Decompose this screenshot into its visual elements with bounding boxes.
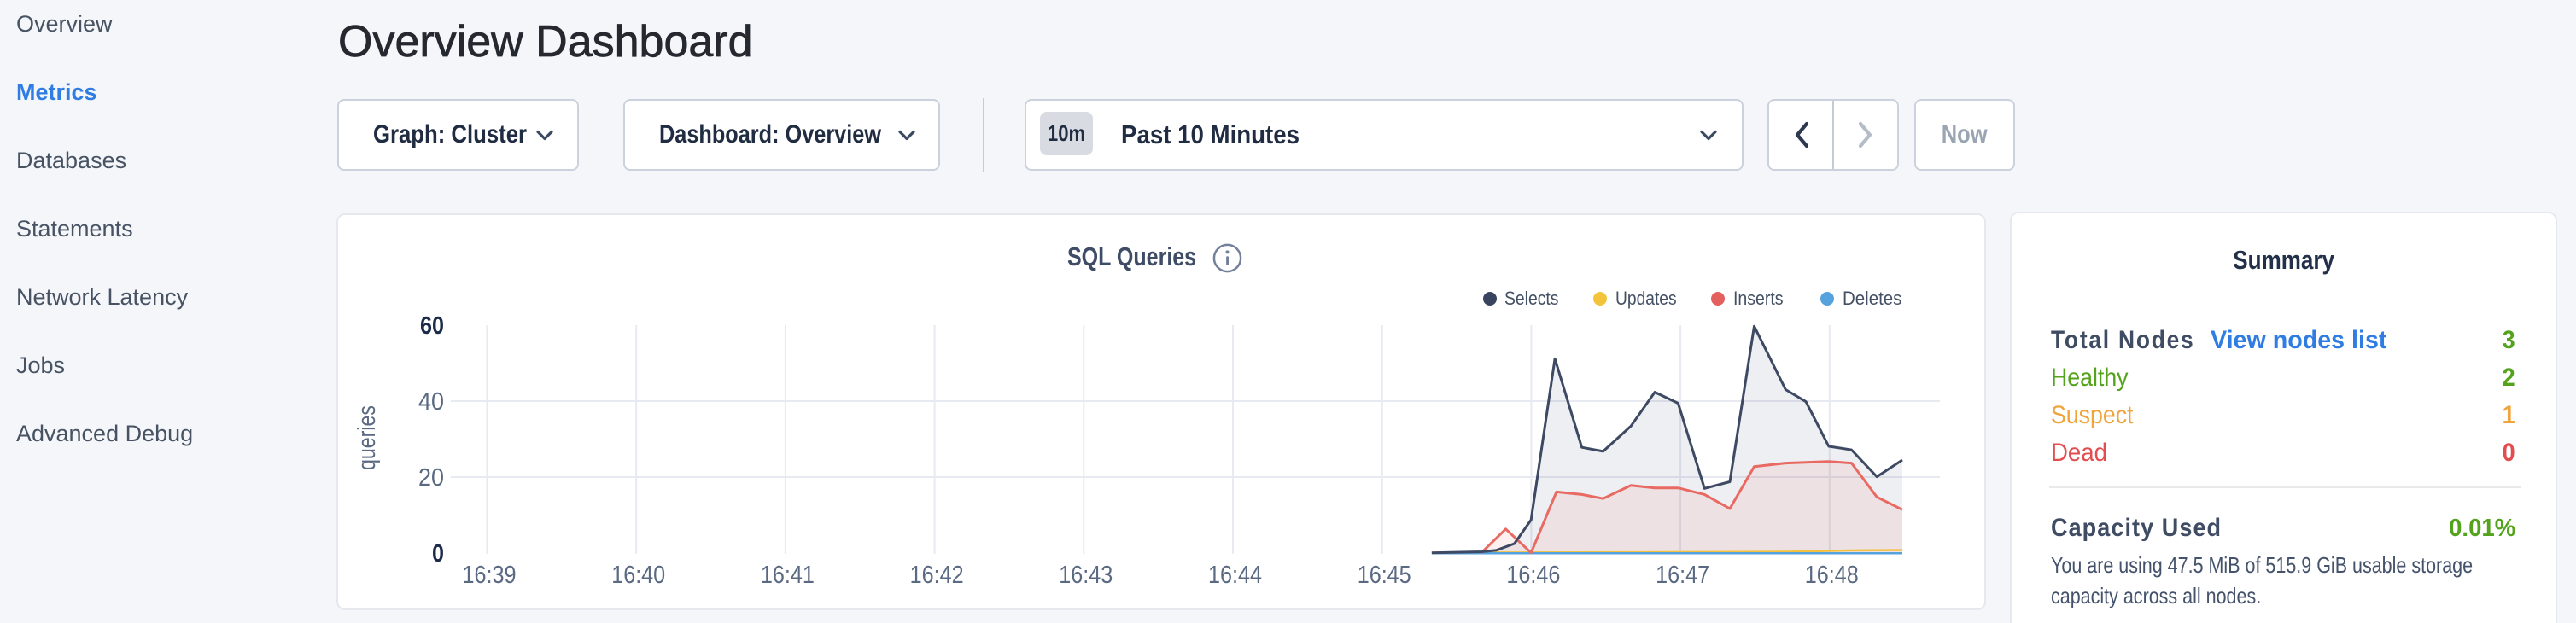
svg-text:16:41: 16:41 [761,562,815,589]
svg-text:16:43: 16:43 [1059,562,1113,589]
svg-text:16:44: 16:44 [1208,562,1262,589]
svg-text:16:42: 16:42 [910,562,964,589]
svg-text:16:39: 16:39 [463,562,517,589]
svg-text:60: 60 [420,312,444,340]
svg-text:16:47: 16:47 [1656,562,1709,589]
svg-text:queries: queries [353,405,381,470]
svg-text:16:40: 16:40 [611,562,665,589]
svg-text:20: 20 [418,464,444,492]
svg-text:0: 0 [432,540,444,568]
svg-text:40: 40 [418,388,444,416]
svg-text:16:45: 16:45 [1358,562,1411,589]
svg-text:16:48: 16:48 [1805,562,1859,589]
svg-text:16:46: 16:46 [1506,562,1560,589]
